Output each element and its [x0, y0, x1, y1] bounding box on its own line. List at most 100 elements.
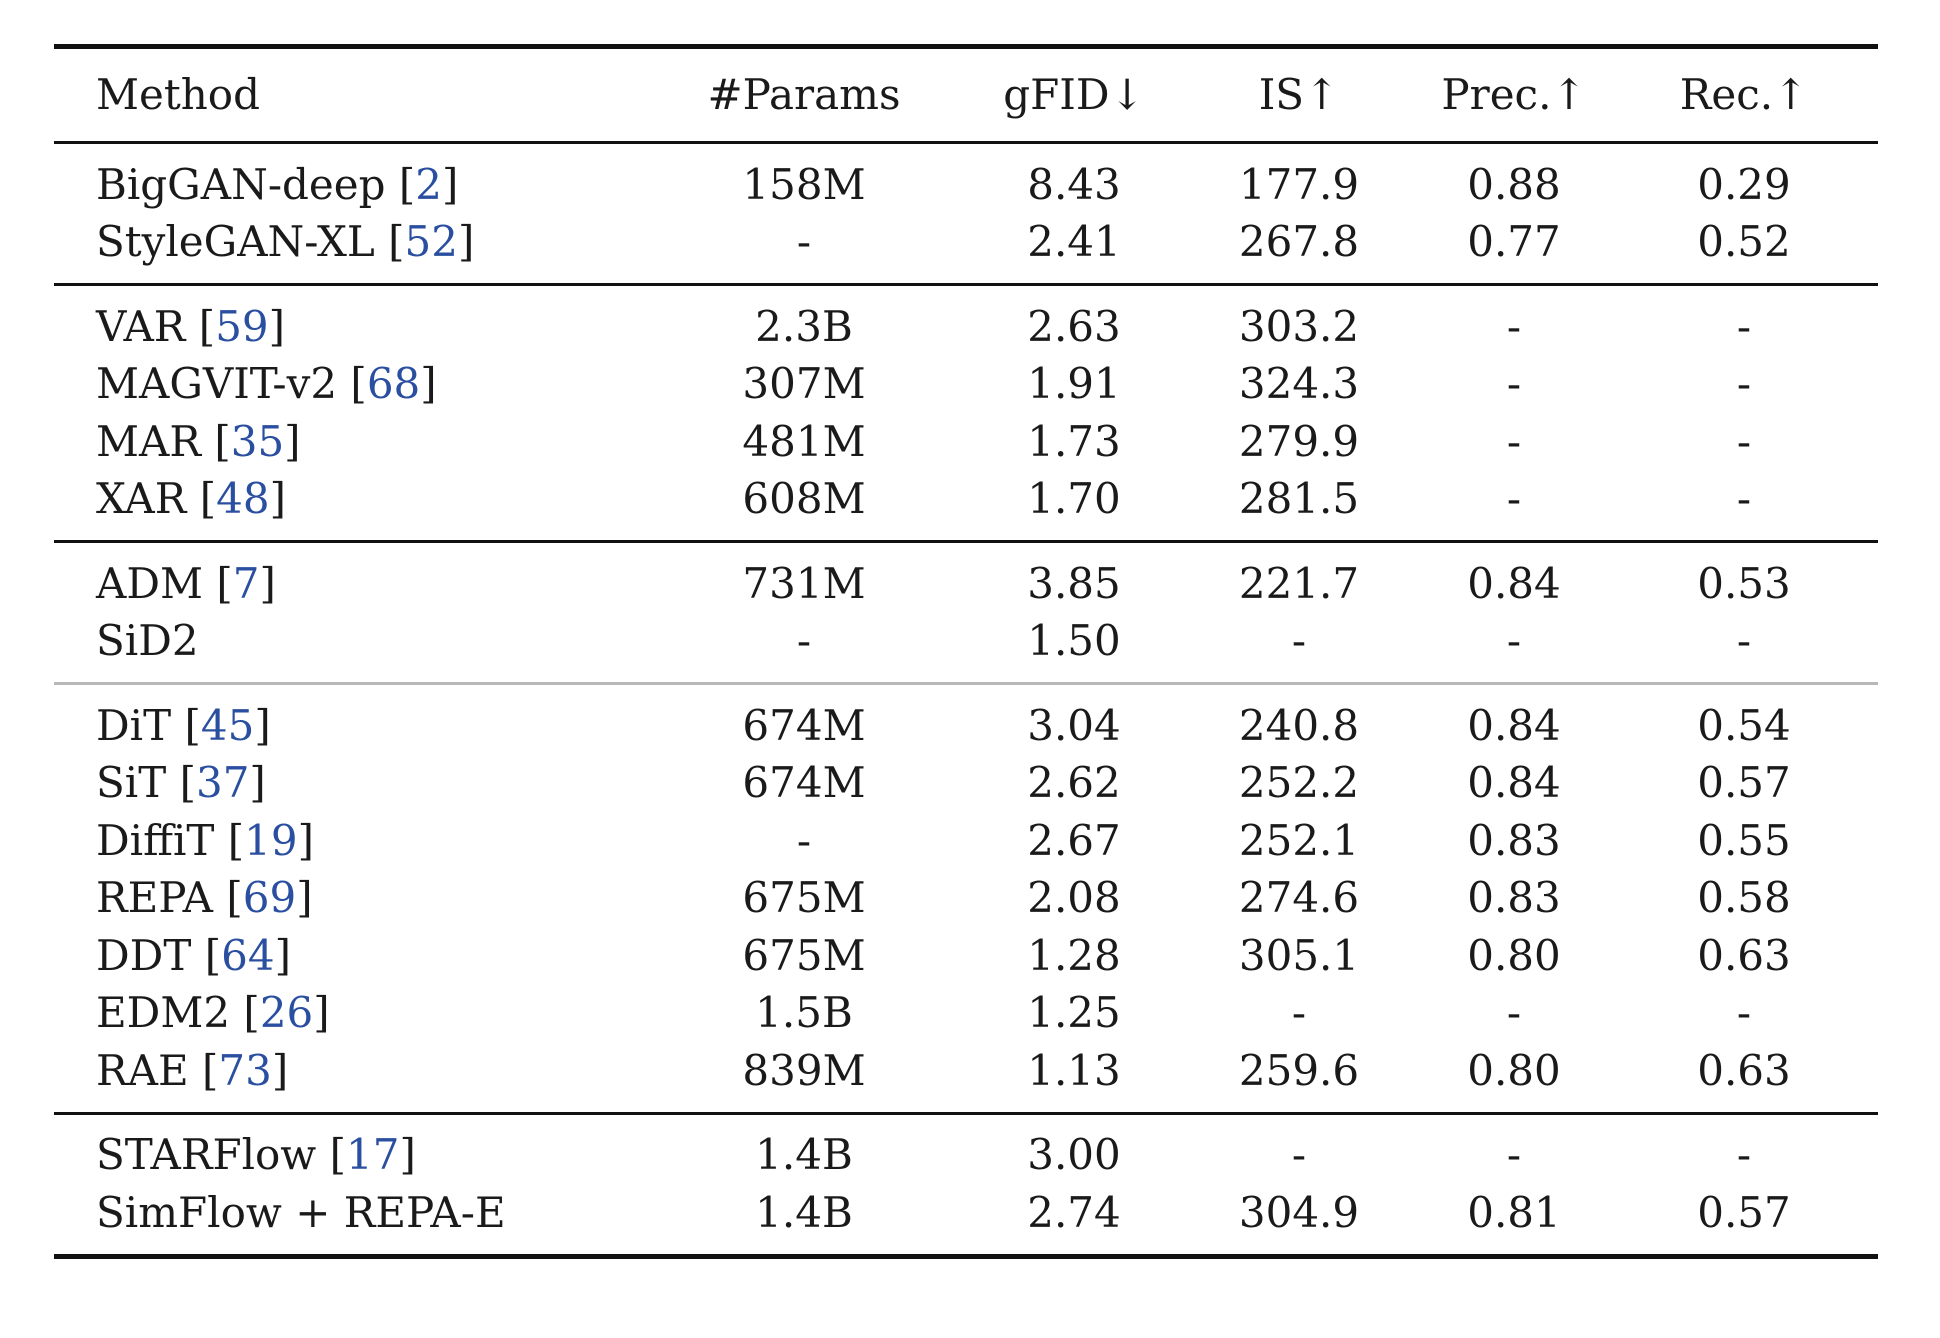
- method-name: XAR: [96, 474, 187, 524]
- citation-link[interactable]: 7: [232, 558, 260, 608]
- rec-cell: -: [1736, 301, 1752, 351]
- is-cell: 281.5: [1238, 474, 1360, 524]
- gfid-cell: 1.25: [1027, 988, 1121, 1038]
- params-cell: 731M: [742, 558, 866, 608]
- params-cell: 608M: [742, 474, 866, 524]
- cite-bracket-open: [: [191, 930, 222, 980]
- table-row: MAGVIT-v2 [68] 307M 1.91 324.3 - -: [54, 356, 1878, 414]
- cite-bracket-open: [: [186, 474, 217, 524]
- citation-link[interactable]: 59: [215, 301, 269, 351]
- is-cell: 303.2: [1238, 301, 1360, 351]
- citation-link[interactable]: 19: [244, 815, 298, 865]
- gfid-cell: 1.50: [1027, 616, 1121, 666]
- rec-cell: 0.52: [1697, 217, 1791, 267]
- table-row: SimFlow + REPA-E 1.4B 2.74 304.9 0.81 0.57: [54, 1184, 1878, 1242]
- cite-bracket-open: [: [316, 1130, 347, 1180]
- gfid-cell: 1.73: [1027, 416, 1121, 466]
- header-is: IS↑: [1258, 70, 1340, 119]
- prec-cell: 0.83: [1467, 815, 1561, 865]
- citation-link[interactable]: 26: [259, 988, 314, 1038]
- rec-cell: 0.58: [1697, 873, 1791, 923]
- cite-bracket-close: ]: [269, 474, 286, 524]
- gfid-cell: 2.41: [1027, 217, 1121, 267]
- prec-cell: -: [1506, 616, 1522, 666]
- method-name: SimFlow + REPA-E: [96, 1187, 506, 1237]
- cite-bracket-close: ]: [284, 416, 301, 466]
- prec-cell: -: [1506, 359, 1522, 409]
- is-cell: 252.1: [1238, 815, 1360, 865]
- header-gfid: gFID↓: [1003, 70, 1145, 119]
- method-cell: ADM [7]: [54, 562, 679, 605]
- cite-bracket-close: ]: [458, 217, 475, 267]
- cite-bracket-close: ]: [254, 700, 271, 750]
- is-cell: 177.9: [1238, 159, 1360, 209]
- params-cell: 307M: [742, 359, 866, 409]
- rec-cell: -: [1736, 474, 1752, 524]
- citation-link[interactable]: 17: [346, 1130, 400, 1180]
- gfid-cell: 3.04: [1027, 700, 1121, 750]
- params-cell: 1.4B: [755, 1130, 853, 1180]
- table-row: BigGAN-deep [2] 158M 8.43 177.9 0.88 0.29: [54, 156, 1878, 214]
- rec-cell: -: [1736, 416, 1752, 466]
- row-group: STARFlow [17] 1.4B 3.00- - - SimFlow + REPA-E…: [54, 1115, 1878, 1254]
- rec-cell: -: [1736, 359, 1752, 409]
- table-row: SiT [37] 674M 2.62 252.2 0.84 0.57: [54, 755, 1878, 813]
- method-cell: SiD2: [54, 620, 679, 662]
- prec-cell: 0.81: [1467, 1187, 1561, 1237]
- table-row: DDT [64] 675M 1.28 305.1 0.80 0.63: [54, 927, 1878, 985]
- gfid-cell: 2.63: [1027, 301, 1121, 351]
- method-cell: EDM2 [26]: [54, 992, 679, 1034]
- method-name: ADM: [96, 558, 204, 608]
- method-name: EDM2: [96, 988, 231, 1038]
- method-cell: StyleGAN-XL [52]: [54, 221, 679, 263]
- cite-bracket-open: [: [166, 758, 196, 808]
- bottom-rule: [54, 1253, 1878, 1259]
- prec-cell: -: [1506, 416, 1522, 466]
- prec-cell: 0.77: [1467, 217, 1561, 267]
- citation-link[interactable]: 64: [221, 930, 275, 980]
- gfid-cell: 8.43: [1027, 159, 1121, 209]
- params-cell: 158M: [742, 159, 866, 209]
- method-name: MAR: [96, 416, 201, 466]
- prec-cell: -: [1506, 301, 1522, 351]
- params-cell: 481M: [742, 416, 866, 466]
- is-cell: 221.7: [1238, 558, 1360, 608]
- citation-link[interactable]: 37: [195, 758, 250, 808]
- is-cell: 305.1: [1238, 930, 1360, 980]
- method-name: REPA: [96, 873, 214, 923]
- gfid-cell: 2.08: [1027, 873, 1121, 923]
- rec-cell: -: [1736, 616, 1752, 666]
- citation-link[interactable]: 69: [242, 873, 297, 923]
- citation-link[interactable]: 45: [200, 700, 255, 750]
- rec-cell: 0.29: [1697, 159, 1791, 209]
- is-cell: 304.9: [1238, 1187, 1360, 1237]
- prec-cell: 0.84: [1467, 558, 1561, 608]
- method-cell: VAR [59]: [54, 305, 679, 348]
- method-cell: RAE [73]: [54, 1049, 679, 1092]
- citation-link[interactable]: 68: [366, 359, 421, 409]
- cite-bracket-open: [: [214, 815, 245, 865]
- gfid-cell: 1.91: [1027, 359, 1121, 409]
- citation-link[interactable]: 48: [216, 474, 270, 524]
- method-cell: SimFlow + REPA-E: [54, 1191, 679, 1234]
- citation-link[interactable]: 2: [415, 159, 442, 209]
- method-name: DiffiT: [96, 815, 215, 865]
- row-group: DiT [45] 674M 3.04 240.8 0.84 0.54 SiT [37] 674…: [54, 685, 1878, 1112]
- method-cell: XAR [48]: [54, 478, 679, 520]
- citation-link[interactable]: 35: [230, 416, 285, 466]
- header-method: Method: [96, 70, 260, 119]
- params-cell: 674M: [742, 758, 866, 808]
- method-cell: SiT [37]: [54, 762, 679, 804]
- citation-link[interactable]: 52: [404, 217, 458, 267]
- header-params: #Params: [707, 70, 901, 119]
- is-cell: 274.6: [1238, 873, 1360, 923]
- citation-link[interactable]: 73: [218, 1045, 272, 1095]
- cite-bracket-close: ]: [420, 359, 437, 409]
- table-row: STARFlow [17] 1.4B 3.00 - - -: [54, 1127, 1878, 1185]
- row-group: VAR [59] 2.3B 2.63 303.2 - - MAGVIT-v2 [68] 307…: [54, 286, 1878, 540]
- results-table: Method #Params gFID↓ IS↑ Prec.↑ Rec.↑ Bi…: [54, 44, 1878, 1259]
- method-cell: DiT [45]: [54, 704, 679, 747]
- method-name: StyleGAN-XL: [96, 217, 375, 267]
- cite-bracket-open: [: [200, 416, 231, 466]
- params-cell: -: [796, 815, 812, 865]
